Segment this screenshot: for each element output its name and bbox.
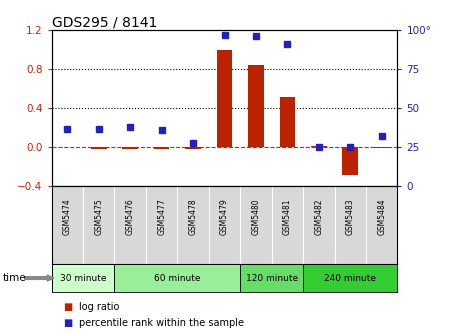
Bar: [374, 148, 390, 149]
Bar: [91, 148, 107, 150]
Text: GSM5480: GSM5480: [251, 198, 260, 235]
Text: GSM5475: GSM5475: [94, 198, 103, 235]
Text: ■: ■: [63, 318, 72, 328]
Text: GSM5479: GSM5479: [220, 198, 229, 235]
Bar: [240, 264, 303, 292]
Bar: [154, 148, 170, 150]
Bar: [122, 148, 138, 150]
Text: 30 minute: 30 minute: [60, 274, 106, 283]
Text: GDS295 / 8141: GDS295 / 8141: [52, 15, 157, 29]
Text: percentile rank within the sample: percentile rank within the sample: [79, 318, 243, 328]
Text: GSM5481: GSM5481: [283, 198, 292, 235]
Text: GSM5482: GSM5482: [314, 198, 323, 235]
Text: time: time: [2, 273, 26, 283]
Text: GSM5477: GSM5477: [157, 198, 166, 235]
Text: 120 minute: 120 minute: [246, 274, 298, 283]
Bar: [217, 50, 233, 148]
Text: 240 minute: 240 minute: [324, 274, 376, 283]
Text: GSM5474: GSM5474: [63, 198, 72, 235]
Text: log ratio: log ratio: [79, 302, 119, 312]
Text: GSM5476: GSM5476: [126, 198, 135, 235]
Bar: [311, 146, 327, 148]
Bar: [248, 66, 264, 148]
Text: ■: ■: [63, 302, 72, 312]
Bar: [114, 264, 240, 292]
Text: 60 minute: 60 minute: [154, 274, 201, 283]
Bar: [303, 264, 397, 292]
Text: GSM5478: GSM5478: [189, 198, 198, 235]
Text: GSM5483: GSM5483: [346, 198, 355, 235]
Text: GSM5484: GSM5484: [377, 198, 386, 235]
Bar: [343, 148, 358, 175]
Bar: [185, 148, 201, 150]
Bar: [52, 264, 114, 292]
Bar: [279, 97, 295, 148]
